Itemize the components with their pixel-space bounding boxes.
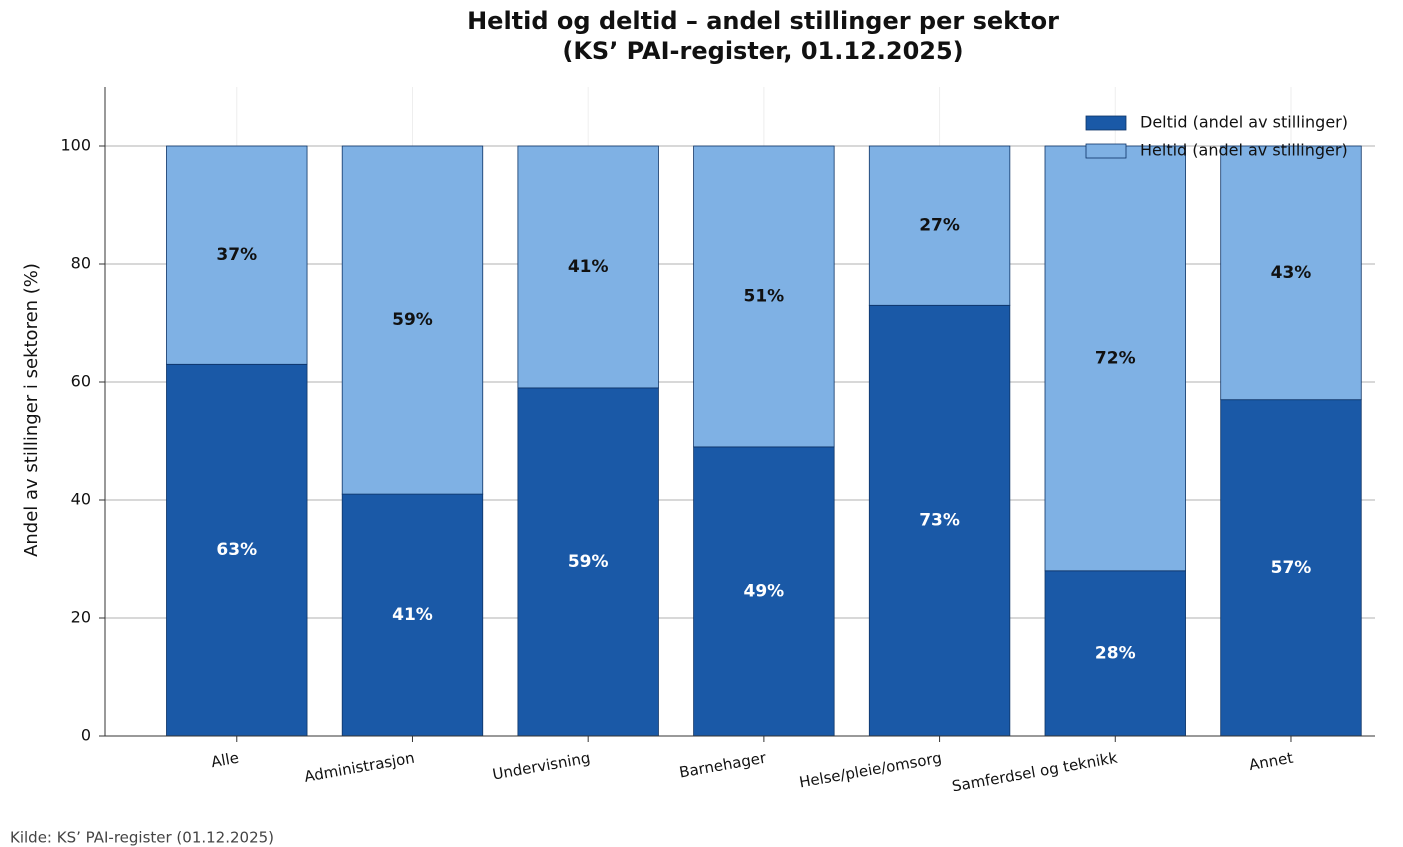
bar-segment	[166, 145, 308, 365]
y-tick-label: 60	[71, 372, 91, 391]
data-label: 63%	[216, 540, 257, 560]
bar-segment	[1044, 570, 1186, 737]
legend-swatch	[1085, 115, 1127, 131]
data-label: 28%	[1095, 643, 1136, 663]
legend-swatch	[1085, 143, 1127, 159]
x-tick-label: Helse/pleie/omsorg	[798, 749, 943, 792]
chart-subtitle: (KS’ PAI-register, 01.12.2025)	[562, 37, 963, 65]
x-tick-label: Alle	[210, 749, 241, 772]
data-label: 59%	[392, 310, 433, 330]
bar-segment	[341, 493, 484, 737]
x-tick-label: Annet	[1248, 749, 1295, 774]
chart-title: Heltid og deltid – andel stillinger per …	[467, 7, 1059, 35]
data-label: 73%	[919, 511, 960, 531]
bar-segment	[1220, 145, 1362, 401]
x-tick-label: Barnehager	[678, 749, 768, 782]
data-label: 41%	[568, 257, 609, 277]
bar-segment	[341, 145, 484, 495]
y-tick-label: 40	[71, 490, 91, 509]
x-tick-label: Administrasjon	[303, 749, 416, 786]
bar-segment	[868, 304, 1011, 737]
y-tick-label: 100	[60, 136, 91, 155]
data-label: 72%	[1095, 348, 1136, 368]
data-label: 57%	[1271, 558, 1312, 578]
x-tick-label: Undervisning	[491, 749, 592, 784]
data-label: 41%	[392, 605, 433, 625]
bar-segment	[693, 145, 835, 448]
data-label: 43%	[1271, 263, 1312, 283]
bar-segment	[1044, 145, 1186, 572]
legend-label: Heltid (andel av stillinger)	[1140, 141, 1348, 160]
x-tick-label: Samferdsel og teknikk	[951, 749, 1119, 796]
bar-segment	[517, 387, 659, 737]
data-label: 27%	[919, 216, 960, 236]
data-label: 51%	[744, 286, 785, 306]
y-axis-label: Andel av stillinger i sektoren (%)	[21, 263, 42, 557]
y-tick-label: 0	[81, 726, 91, 745]
y-tick-label: 20	[71, 608, 91, 627]
y-tick-label: 80	[71, 254, 91, 273]
source-note: Kilde: KS’ PAI-register (01.12.2025)	[10, 829, 274, 847]
data-label: 49%	[744, 581, 785, 601]
bar-segment	[1220, 399, 1362, 737]
bar-segment	[693, 446, 835, 737]
legend-label: Deltid (andel av stillinger)	[1140, 113, 1348, 132]
bar-segment	[517, 145, 659, 389]
data-label: 37%	[216, 245, 257, 265]
bar-segment	[868, 145, 1011, 306]
data-label: 59%	[568, 552, 609, 572]
